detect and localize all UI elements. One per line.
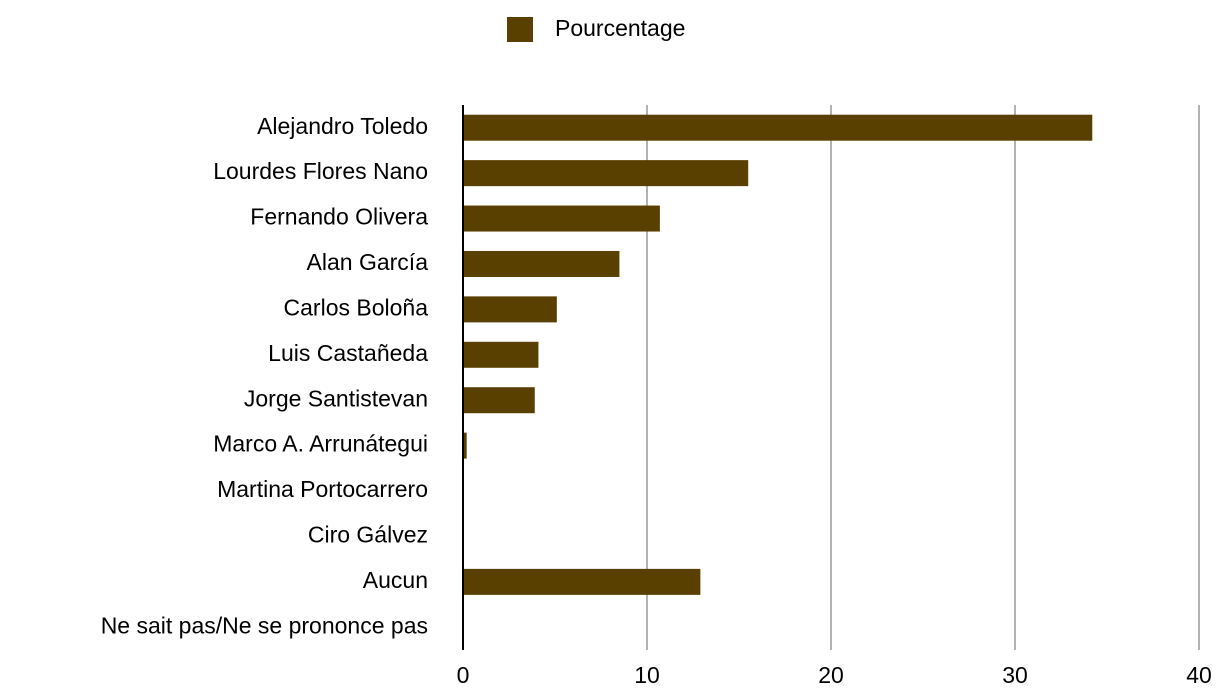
y-tick-label: Marco A. Arrunátegui — [213, 431, 428, 457]
y-tick-label: Alejandro Toledo — [257, 113, 428, 139]
x-tick-label: 20 — [818, 662, 844, 688]
bar — [463, 568, 701, 595]
x-tick-label: 0 — [457, 662, 470, 688]
bar — [463, 114, 1093, 141]
y-tick-label: Aucun — [363, 567, 428, 593]
bar — [463, 160, 749, 187]
bar — [463, 341, 539, 368]
y-tick-label: Lourdes Flores Nano — [213, 158, 428, 184]
legend-swatch — [507, 17, 533, 42]
y-tick-label: Ciro Gálvez — [308, 522, 428, 548]
bar — [463, 387, 535, 414]
y-tick-label: Jorge Santistevan — [244, 385, 428, 411]
y-tick-label: Carlos Boloña — [284, 294, 429, 320]
x-tick-label: 30 — [1002, 662, 1028, 688]
x-tick-label: 40 — [1186, 662, 1212, 688]
bar — [463, 250, 620, 277]
legend-label: Pourcentage — [555, 15, 685, 41]
y-tick-label: Fernando Olivera — [250, 204, 428, 230]
bar — [463, 432, 467, 459]
bar — [463, 296, 557, 323]
bar — [463, 205, 660, 232]
y-tick-label: Ne sait pas/Ne se prononce pas — [101, 612, 428, 638]
y-tick-label: Martina Portocarrero — [217, 476, 428, 502]
y-tick-label: Alan García — [307, 249, 429, 275]
x-tick-label: 10 — [634, 662, 660, 688]
y-tick-label: Luis Castañeda — [268, 340, 428, 366]
